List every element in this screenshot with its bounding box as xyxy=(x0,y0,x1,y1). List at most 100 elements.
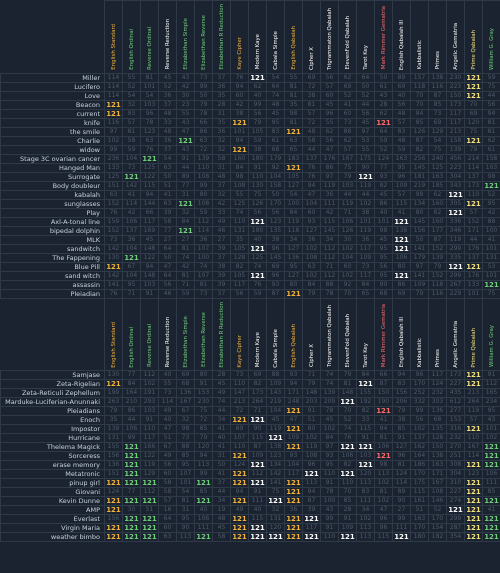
row-phrase-label[interactable]: knife xyxy=(0,117,105,128)
row-phrase-label[interactable]: Play xyxy=(0,207,105,218)
row-phrase-label[interactable]: sunglasses xyxy=(0,198,105,209)
cipher-header-cell[interactable]: Tarot Key xyxy=(356,297,375,372)
value-cell: 115 xyxy=(320,216,339,227)
value-cell: 117 xyxy=(356,270,375,281)
value-cell: 75 xyxy=(464,126,483,137)
row-phrase-label[interactable]: Beacon xyxy=(0,99,105,110)
cipher-header-cell[interactable]: Primes xyxy=(428,0,447,74)
cipher-header-cell[interactable]: English Qabalah xyxy=(284,0,303,74)
value-cell: 119 xyxy=(284,216,303,227)
row-phrase-label[interactable]: Samjase xyxy=(0,370,105,381)
row-phrase-label[interactable]: Pleiadians xyxy=(0,406,105,417)
row-phrase-label[interactable]: Thelema Magick xyxy=(0,442,105,453)
cipher-header-cell[interactable]: English Standard xyxy=(104,0,123,74)
row-phrase-label[interactable]: Sorceress xyxy=(0,451,105,462)
cipher-header-cell[interactable]: Primes xyxy=(428,297,447,372)
row-phrase-label[interactable]: erase memory xyxy=(0,460,105,471)
row-phrase-label[interactable]: weather bimbo xyxy=(0,532,105,543)
row-phrase-label[interactable]: Marduke-Luciferian-Anunnaki xyxy=(0,397,105,408)
cipher-header-cell[interactable]: Prime Qabalah xyxy=(464,0,483,74)
cipher-header-cell[interactable]: English Ordinal xyxy=(122,0,141,74)
cipher-header-cell[interactable]: Trigrammaton Qabalah xyxy=(320,297,339,372)
row-phrase-label[interactable]: Body doubleur xyxy=(0,180,105,191)
row-phrase-label[interactable]: kabalah xyxy=(0,189,105,200)
value-cell: 52 xyxy=(356,90,375,101)
cipher-header-cell[interactable]: ElevenFold Qabalah xyxy=(338,0,357,74)
value-cell: 94 xyxy=(230,81,249,92)
row-phrase-label[interactable]: bipedal dolphin xyxy=(0,225,105,236)
row-phrase-label[interactable]: Zeta-Reticuli Zephellum xyxy=(0,388,105,399)
cipher-header-cell[interactable]: Angelic Gematria xyxy=(446,0,465,74)
cipher-header-cell[interactable]: English Qabalah III xyxy=(392,0,411,74)
row-phrase-label[interactable]: Virgin Maria xyxy=(0,523,105,534)
cipher-header-cell[interactable]: Kaye Cipher xyxy=(230,0,249,74)
cipher-header-cell[interactable]: William G. Gray xyxy=(482,0,500,74)
value-cell: 110 xyxy=(248,171,267,182)
row-phrase-label[interactable]: MLK xyxy=(0,234,105,245)
row-phrase-label[interactable]: assassin xyxy=(0,279,105,290)
cipher-header-cell[interactable]: English Standard xyxy=(104,297,123,372)
cipher-header-cell[interactable]: Tarot Key xyxy=(356,0,375,74)
cipher-header-cell[interactable]: Cabala Simple xyxy=(266,297,285,372)
cipher-header-cell[interactable]: English Qabalah III xyxy=(392,297,411,372)
cipher-header-cell[interactable]: Elizabethan Simple xyxy=(176,0,195,74)
row-phrase-label[interactable]: Miller xyxy=(0,72,105,83)
row-phrase-label[interactable]: Blue Pill xyxy=(0,261,105,272)
row-phrase-label[interactable]: Zeta-Rigelian xyxy=(0,379,105,390)
cipher-header-cell[interactable]: Angelic Gematria xyxy=(446,297,465,372)
row-phrase-label[interactable]: Everlast xyxy=(0,514,105,525)
row-phrase-label[interactable]: sandwitch xyxy=(0,243,105,254)
cipher-header-cell[interactable]: Cabala Simple xyxy=(266,0,285,74)
row-phrase-label[interactable]: the smile xyxy=(0,126,105,137)
value-cell: 153 xyxy=(446,415,465,426)
row-phrase-label[interactable]: Charlie xyxy=(0,135,105,146)
cipher-header-cell[interactable]: Trigrammaton Qabalah xyxy=(320,0,339,74)
row-phrase-label[interactable]: Hurricane xyxy=(0,433,105,444)
row-phrase-label[interactable]: Pleiadian xyxy=(0,288,105,299)
cipher-header-cell[interactable]: English Qabalah xyxy=(284,297,303,372)
row-phrase-label[interactable]: Giovani xyxy=(0,487,105,498)
row-phrase-label[interactable]: Axl-A-tonal line xyxy=(0,216,105,227)
row-phrase-label[interactable]: pinup girl xyxy=(0,478,105,489)
cipher-header-cell[interactable]: Elizabethan Reverse xyxy=(194,0,213,74)
value-cell: 85 xyxy=(338,496,357,507)
cipher-header-cell[interactable]: Elizabethan R Reduction xyxy=(212,0,231,74)
row-phrase-label[interactable]: sand witch xyxy=(0,270,105,281)
cipher-header-cell[interactable]: Mark Rimmer Gematria xyxy=(374,0,393,74)
cipher-header-cell[interactable]: Kabbalistic xyxy=(410,0,429,74)
cipher-header-cell[interactable]: Reverse Reduction xyxy=(158,0,177,74)
cipher-header-cell[interactable]: Modern Kaye xyxy=(248,297,267,372)
cipher-name: English Standard xyxy=(110,23,117,70)
cipher-header-cell[interactable]: Reverse Ordinal xyxy=(140,0,159,74)
value-cell: 137 xyxy=(464,171,483,182)
row-phrase-label[interactable]: Hanged Man xyxy=(0,162,105,173)
row-phrase-label[interactable]: widow xyxy=(0,144,105,155)
cipher-header-cell[interactable]: Reverse Ordinal xyxy=(140,297,159,372)
cipher-header-cell[interactable]: Cipher X xyxy=(302,297,321,372)
row-phrase-label[interactable]: Stage 3C ovarian cancer xyxy=(0,153,105,164)
row-phrase-label[interactable]: Enoch xyxy=(0,415,105,426)
row-phrase-label[interactable]: AMP xyxy=(0,505,105,516)
cipher-header-cell[interactable]: Cipher X xyxy=(302,0,321,74)
row-phrase-label[interactable]: Lucifero xyxy=(0,81,105,92)
cipher-header-cell[interactable]: William G. Gray xyxy=(482,297,500,372)
cipher-header-cell[interactable]: Elizabethan Reverse xyxy=(194,297,213,372)
cipher-header-cell[interactable]: Mark Rimmer Gematria xyxy=(374,297,393,372)
row-phrase-label[interactable]: Metatronic xyxy=(0,469,105,480)
cipher-header-cell[interactable]: Elizabethan R Reduction xyxy=(212,297,231,372)
row-phrase-label[interactable]: Impostor xyxy=(0,424,105,435)
cipher-header-cell[interactable]: Reverse Reduction xyxy=(158,297,177,372)
row-phrase-label[interactable]: Kevin Dunne xyxy=(0,496,105,507)
cipher-header-cell[interactable]: Modern Kaye xyxy=(248,0,267,74)
cipher-header-cell[interactable]: ElevenFold Qabalah xyxy=(338,297,357,372)
cipher-header-cell[interactable]: Kabbalistic xyxy=(410,297,429,372)
cipher-header-cell[interactable]: English Ordinal xyxy=(122,297,141,372)
cipher-header-cell[interactable]: Prime Qabalah xyxy=(464,297,483,372)
cipher-header-cell[interactable]: Elizabethan Simple xyxy=(176,297,195,372)
cipher-header-cell[interactable]: Kaye Cipher xyxy=(230,297,249,372)
row-phrase-label[interactable]: Surrogate xyxy=(0,171,105,182)
value-cell: 117 xyxy=(428,370,447,381)
row-phrase-label[interactable]: current xyxy=(0,108,105,119)
row-phrase-label[interactable]: The Fappening xyxy=(0,252,105,263)
row-phrase-label[interactable]: Love xyxy=(0,90,105,101)
